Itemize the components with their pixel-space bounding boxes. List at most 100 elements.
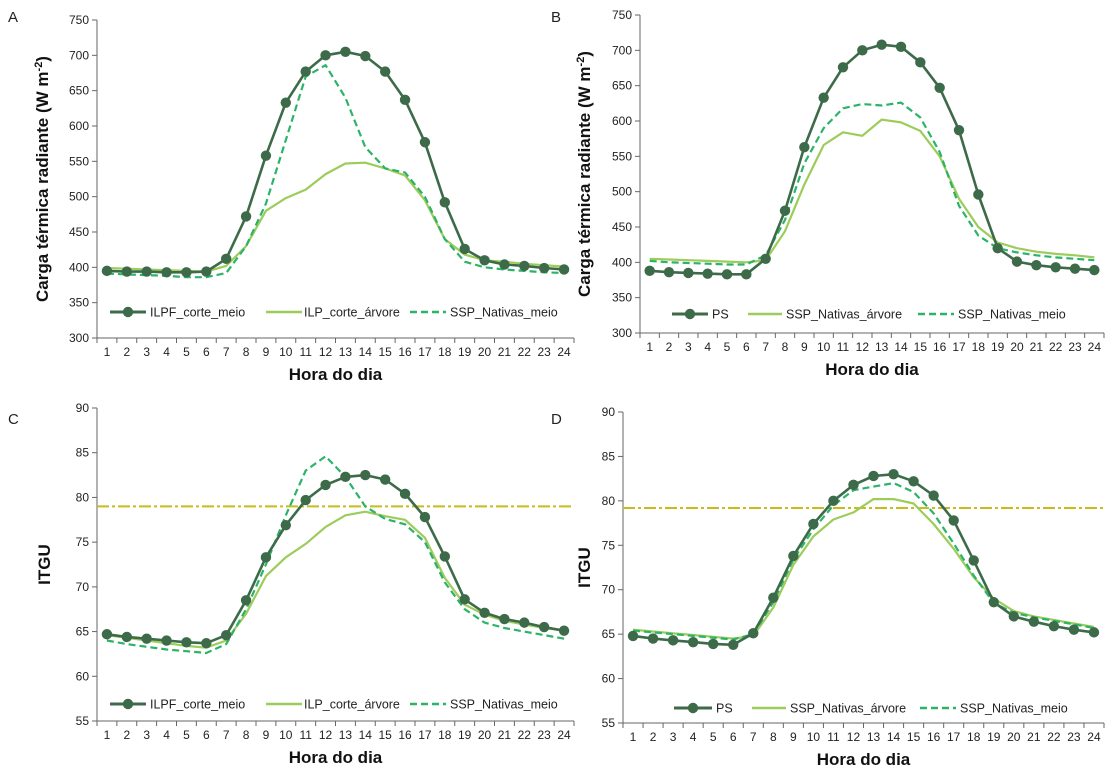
legend: PS SSP_Nativas_árvore SSP_Nativas_meio bbox=[672, 308, 1066, 322]
data-point bbox=[419, 511, 431, 523]
x-tick-label: 18 bbox=[972, 340, 986, 354]
data-point bbox=[320, 50, 331, 61]
x-tick-label: 22 bbox=[1049, 340, 1063, 354]
data-point bbox=[379, 474, 391, 485]
panel-letter: C bbox=[8, 411, 19, 428]
x-tick-label: 16 bbox=[933, 340, 947, 354]
x-tick-label: 9 bbox=[801, 340, 808, 354]
x-tick-label: 16 bbox=[398, 728, 412, 742]
x-tick-label: 19 bbox=[458, 345, 472, 359]
x-tick-label: 3 bbox=[143, 728, 150, 742]
data-point bbox=[280, 519, 292, 531]
data-point bbox=[1011, 256, 1023, 267]
data-point bbox=[988, 596, 999, 608]
legend-label: ILP_corte_árvore bbox=[304, 306, 400, 320]
panel-letter: A bbox=[8, 9, 18, 26]
data-point bbox=[1048, 620, 1060, 632]
y-tick-label: 90 bbox=[76, 401, 90, 415]
data-point bbox=[768, 592, 779, 603]
data-point bbox=[857, 45, 868, 56]
y-axis-label: ITGU bbox=[575, 547, 594, 588]
data-point bbox=[439, 551, 451, 562]
data-point bbox=[647, 633, 659, 644]
data-point bbox=[915, 57, 926, 68]
x-tick-label: 11 bbox=[827, 730, 840, 744]
data-point bbox=[828, 495, 839, 507]
x-tick-label: 10 bbox=[817, 340, 831, 354]
x-tick-label: 6 bbox=[203, 345, 210, 359]
x-tick-label: 14 bbox=[887, 730, 901, 744]
data-point bbox=[340, 471, 351, 483]
y-tick-label: 500 bbox=[69, 190, 89, 204]
x-axis-label: Hora do dia bbox=[817, 750, 911, 769]
x-tick-label: 21 bbox=[498, 728, 512, 742]
x-tick-label: 2 bbox=[123, 345, 130, 359]
legend-label: SSP_Nativas_árvore bbox=[786, 308, 902, 322]
y-tick-label: 350 bbox=[612, 291, 632, 305]
data-point bbox=[479, 607, 490, 618]
data-point bbox=[161, 267, 172, 278]
legend-label: SSP_Nativas_meio bbox=[960, 702, 1068, 716]
x-tick-label: 23 bbox=[1067, 730, 1081, 744]
x-axis-label: Hora do dia bbox=[289, 748, 383, 767]
x-tick-label: 4 bbox=[163, 345, 170, 359]
y-tick-label: 400 bbox=[69, 260, 89, 274]
data-point bbox=[895, 41, 907, 52]
data-point bbox=[627, 630, 639, 642]
x-tick-label: 1 bbox=[646, 340, 653, 354]
y-tick-label: 750 bbox=[612, 8, 632, 22]
x-tick-label: 17 bbox=[952, 340, 966, 354]
data-point bbox=[161, 635, 172, 646]
y-tick-label: 450 bbox=[612, 220, 632, 234]
x-tick-label: 6 bbox=[203, 728, 210, 742]
x-tick-label: 12 bbox=[319, 728, 333, 742]
x-tick-label: 7 bbox=[223, 345, 230, 359]
data-point bbox=[141, 633, 152, 644]
x-tick-label: 18 bbox=[438, 345, 452, 359]
y-tick-label: 300 bbox=[612, 326, 632, 340]
data-point bbox=[519, 617, 530, 628]
x-tick-label: 7 bbox=[223, 728, 230, 742]
data-point bbox=[788, 550, 799, 562]
x-tick-label: 18 bbox=[438, 728, 452, 742]
data-point bbox=[728, 639, 739, 651]
y-tick-label: 75 bbox=[602, 538, 616, 552]
x-tick-label: 20 bbox=[478, 345, 492, 359]
x-tick-label: 10 bbox=[279, 728, 293, 742]
y-tick-label: 85 bbox=[76, 446, 90, 460]
data-point bbox=[538, 262, 550, 274]
y-tick-label: 65 bbox=[602, 627, 616, 641]
x-tick-label: 2 bbox=[650, 730, 657, 744]
x-tick-label: 17 bbox=[418, 345, 432, 359]
x-tick-label: 5 bbox=[724, 340, 731, 354]
data-point bbox=[121, 266, 133, 277]
data-point bbox=[220, 253, 232, 265]
x-tick-label: 15 bbox=[379, 728, 393, 742]
data-point bbox=[340, 46, 351, 57]
x-tick-label: 24 bbox=[1088, 340, 1102, 354]
data-point bbox=[908, 476, 919, 487]
data-point bbox=[479, 255, 490, 266]
y-tick-label: 550 bbox=[612, 149, 632, 163]
y-axis-label: Carga térmica radiante (W m-2) bbox=[575, 51, 594, 297]
y-tick-label: 55 bbox=[76, 714, 90, 728]
data-point bbox=[519, 260, 530, 272]
x-tick-label: 13 bbox=[867, 730, 881, 744]
x-tick-label: 22 bbox=[518, 345, 532, 359]
x-tick-label: 21 bbox=[498, 345, 512, 359]
data-point bbox=[741, 269, 752, 280]
data-point bbox=[1050, 262, 1061, 273]
series-line bbox=[649, 43, 1095, 276]
x-tick-label: 13 bbox=[875, 340, 889, 354]
legend-marker bbox=[122, 698, 134, 710]
y-tick-label: 650 bbox=[69, 84, 89, 98]
x-tick-label: 1 bbox=[104, 728, 111, 742]
x-tick-label: 12 bbox=[856, 340, 870, 354]
x-tick-label: 17 bbox=[418, 728, 432, 742]
data-point bbox=[201, 266, 212, 277]
data-point bbox=[499, 613, 510, 625]
data-point bbox=[888, 469, 899, 480]
